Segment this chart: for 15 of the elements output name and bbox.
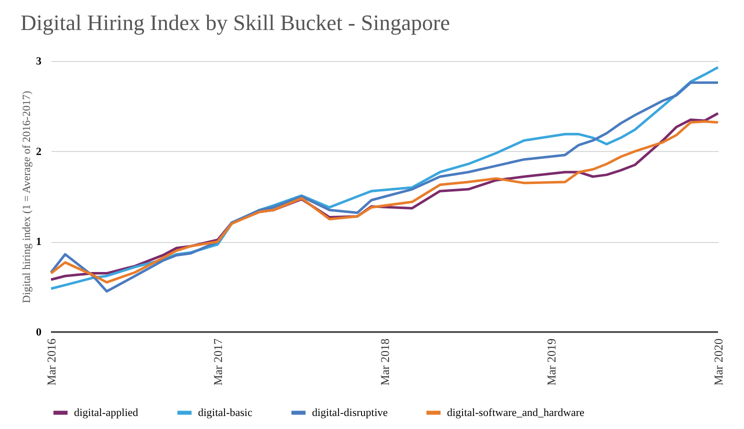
chart-title: Digital Hiring Index by Skill Bucket - Singapore (20, 10, 450, 35)
y-tick-label: 3 (36, 56, 42, 68)
y-axis-title: Digital hiring index (1 = Average of 2016-2017) (21, 90, 33, 304)
legend-label: digital-disruptive (312, 406, 388, 419)
legend-label: digital-software_and_hardware (447, 406, 585, 419)
x-tick-label: Mar 2018 (378, 338, 392, 386)
y-tick-label: 0 (36, 326, 42, 338)
x-tick-label: Mar 2016 (44, 338, 58, 386)
x-tick-label: Mar 2017 (211, 338, 226, 386)
x-tick-label: Mar 2019 (544, 338, 558, 386)
legend-label: digital-applied (74, 406, 139, 419)
y-tick-label: 2 (36, 146, 42, 158)
x-tick-label: Mar 2020 (712, 338, 726, 386)
y-tick-label: 1 (36, 236, 42, 248)
legend-label: digital-basic (198, 406, 252, 419)
